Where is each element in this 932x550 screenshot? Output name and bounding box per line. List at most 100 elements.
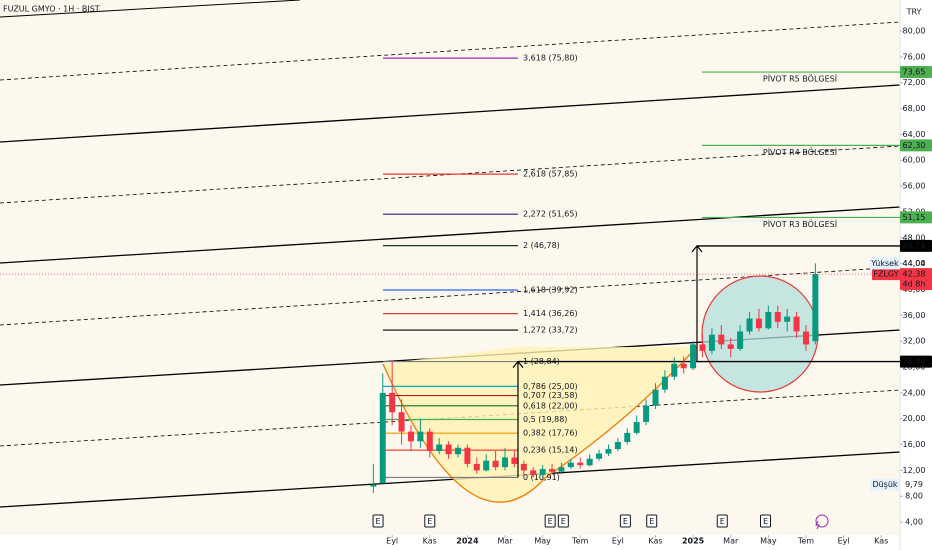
trend-line bbox=[0, 451, 901, 508]
x-tick-label: Mar bbox=[723, 537, 739, 546]
event-marker bbox=[619, 514, 631, 528]
fib-label: 0,618 (22,00) bbox=[523, 401, 578, 410]
y-tick-label: 8,00 bbox=[905, 492, 923, 501]
event-label: E bbox=[548, 517, 553, 526]
y-tick-label: 20,00 bbox=[903, 414, 926, 423]
candle-body bbox=[520, 463, 527, 471]
candle-body bbox=[464, 447, 471, 464]
candle-body bbox=[605, 449, 612, 454]
fib-label: 3,618 (75,80) bbox=[523, 54, 578, 63]
cup-curve bbox=[382, 346, 698, 503]
chart-title: FUZUL GMYO · 1H · BIST bbox=[3, 5, 100, 14]
candle-body bbox=[483, 460, 490, 471]
arrow-head bbox=[512, 360, 524, 368]
trend-line bbox=[0, 0, 301, 18]
price-badge bbox=[900, 66, 932, 79]
candle-body bbox=[755, 318, 762, 329]
fib-label: 0,707 (23,58) bbox=[523, 391, 578, 400]
candle-body bbox=[389, 392, 396, 413]
marker-label: Yüksek bbox=[870, 259, 899, 268]
candle-body bbox=[436, 444, 443, 452]
lightning-badge bbox=[815, 514, 829, 528]
x-tick-label: Eyl bbox=[386, 537, 398, 546]
trend-line-dashed bbox=[0, 21, 901, 81]
candle-body bbox=[727, 344, 734, 349]
event-label: E bbox=[649, 517, 654, 526]
candle-body bbox=[690, 344, 697, 369]
candle-body bbox=[426, 431, 433, 452]
candle-body bbox=[492, 460, 499, 468]
candle-body bbox=[793, 316, 800, 332]
y-tick-label: 4,00 bbox=[905, 518, 923, 527]
x-tick-label: 2025 bbox=[682, 537, 705, 546]
candle-body bbox=[708, 334, 715, 351]
x-tick-label: Kas bbox=[648, 537, 662, 546]
candle-body bbox=[473, 463, 480, 471]
y-tick-label: 12,00 bbox=[903, 466, 926, 475]
y-tick-label: 16,00 bbox=[903, 440, 926, 449]
y-tick-label: 24,00 bbox=[903, 388, 926, 397]
candle-body bbox=[379, 392, 386, 484]
price-badge-label: 51,15 bbox=[903, 213, 926, 222]
candle-body bbox=[661, 376, 668, 390]
y-tick-label: 56,00 bbox=[903, 182, 926, 191]
candle-body bbox=[699, 344, 706, 351]
candle-body bbox=[445, 444, 452, 455]
x-tick-label: Mar bbox=[497, 537, 513, 546]
pivot-label: PİVOT R5 BÖLGESİ bbox=[763, 74, 837, 84]
fib-label: 2,618 (57,85) bbox=[523, 170, 578, 179]
candle-body bbox=[718, 334, 725, 345]
event-label: E bbox=[561, 517, 566, 526]
candle-body bbox=[558, 467, 565, 472]
price-badge-label: 73,65 bbox=[903, 68, 926, 77]
event-label: E bbox=[376, 517, 381, 526]
candle-body bbox=[737, 331, 744, 349]
candle-body bbox=[680, 363, 687, 369]
candle-body bbox=[398, 412, 405, 432]
candle-body bbox=[502, 457, 509, 468]
y-tick-label: 32,00 bbox=[903, 337, 926, 346]
candle-body bbox=[407, 431, 414, 442]
candle-body bbox=[812, 274, 819, 342]
candle-body bbox=[624, 432, 631, 442]
price-badge bbox=[900, 211, 932, 224]
y-tick-label: 72,00 bbox=[903, 78, 926, 87]
fib-label: 1,272 (33,72) bbox=[523, 326, 578, 335]
price-badge bbox=[900, 268, 932, 291]
y-tick-label: 64,00 bbox=[903, 130, 926, 139]
event-marker bbox=[716, 514, 728, 528]
x-tick-label: Tem bbox=[797, 537, 814, 546]
consolidation-circle bbox=[701, 275, 819, 393]
fib-label: 0,5 (19,88) bbox=[523, 415, 567, 424]
countdown-label: 4d 8h bbox=[903, 280, 926, 289]
candle-body bbox=[530, 470, 537, 475]
candle-body bbox=[614, 441, 621, 450]
fib-label: 1,618 (39,92) bbox=[523, 285, 578, 294]
symbol-label: FZLGY bbox=[873, 270, 898, 279]
candle-body bbox=[539, 469, 546, 475]
fib-label: 2 (46,78) bbox=[523, 241, 560, 250]
price-badge bbox=[900, 139, 932, 152]
y-tick-label: 76,00 bbox=[903, 52, 926, 61]
marker-label: Düşük bbox=[872, 480, 897, 489]
event-marker bbox=[646, 514, 658, 528]
arrow-head bbox=[691, 244, 703, 253]
y-tick-label: 68,00 bbox=[903, 104, 926, 113]
event-label: E bbox=[763, 517, 768, 526]
fib-label: 1,414 (36,26) bbox=[523, 309, 578, 318]
y-tick-label: 44,00 bbox=[903, 259, 926, 268]
candle-body bbox=[633, 421, 640, 433]
price-badge-label: 42,38 bbox=[903, 270, 926, 279]
event-label: E bbox=[427, 517, 432, 526]
candle-body bbox=[746, 318, 753, 332]
fib-label: 0,786 (25,00) bbox=[523, 382, 578, 391]
event-label: E bbox=[720, 517, 725, 526]
event-marker bbox=[760, 514, 772, 528]
candle-body bbox=[417, 431, 424, 442]
y-tick-label: 60,00 bbox=[903, 156, 926, 165]
x-tick-label: Kas bbox=[874, 537, 888, 546]
trend-line bbox=[0, 206, 901, 264]
candle-body bbox=[549, 469, 556, 472]
candle-body bbox=[802, 331, 809, 345]
candle-body bbox=[586, 458, 593, 466]
